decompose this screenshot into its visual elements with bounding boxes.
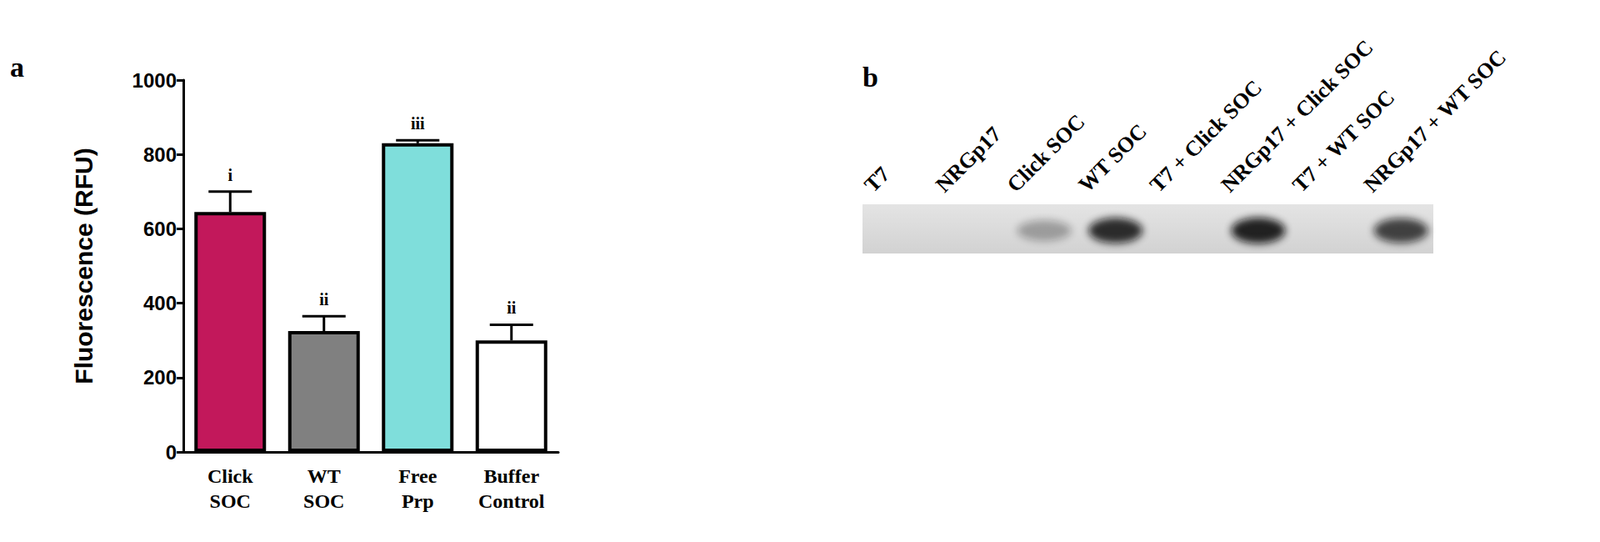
svg-text:0: 0 xyxy=(165,440,177,464)
svg-text:Control: Control xyxy=(478,490,545,512)
svg-text:NRGp17: NRGp17 xyxy=(930,121,1006,197)
svg-text:SOC: SOC xyxy=(303,490,345,512)
html-text:a: a xyxy=(10,51,25,83)
svg-text:iii: iii xyxy=(410,114,425,133)
svg-text:NRGp17 + Click SOC: NRGp17 + Click SOC xyxy=(1216,35,1378,197)
svg-text:T7 + Click SOC: T7 + Click SOC xyxy=(1145,75,1267,197)
svg-text:600: 600 xyxy=(143,217,177,240)
svg-text:800: 800 xyxy=(143,143,177,166)
svg-text:WT: WT xyxy=(307,465,341,487)
svg-text:ii: ii xyxy=(506,298,517,317)
svg-text:WT SOC: WT SOC xyxy=(1073,119,1151,197)
svg-text:SOC: SOC xyxy=(210,490,251,512)
svg-text:200: 200 xyxy=(143,365,177,389)
svg-text:1000: 1000 xyxy=(132,69,177,92)
svg-text:i: i xyxy=(227,165,233,185)
svg-text:Fluorescence (RFU): Fluorescence (RFU) xyxy=(70,147,98,384)
svg-text:NRGp17 + WT SOC: NRGp17 + WT SOC xyxy=(1359,45,1511,197)
svg-text:T7: T7 xyxy=(860,161,895,197)
svg-text:T7 + WT SOC: T7 + WT SOC xyxy=(1287,85,1400,197)
svg-text:400: 400 xyxy=(143,291,177,315)
svg-text:Click SOC: Click SOC xyxy=(1002,109,1090,197)
svg-text:ii: ii xyxy=(319,290,330,309)
svg-text:Click: Click xyxy=(207,465,254,487)
svg-text:Free: Free xyxy=(398,465,438,487)
svg-text:b: b xyxy=(862,61,879,93)
svg-text:Buffer: Buffer xyxy=(483,465,540,487)
svg-text:Prp: Prp xyxy=(401,490,435,512)
